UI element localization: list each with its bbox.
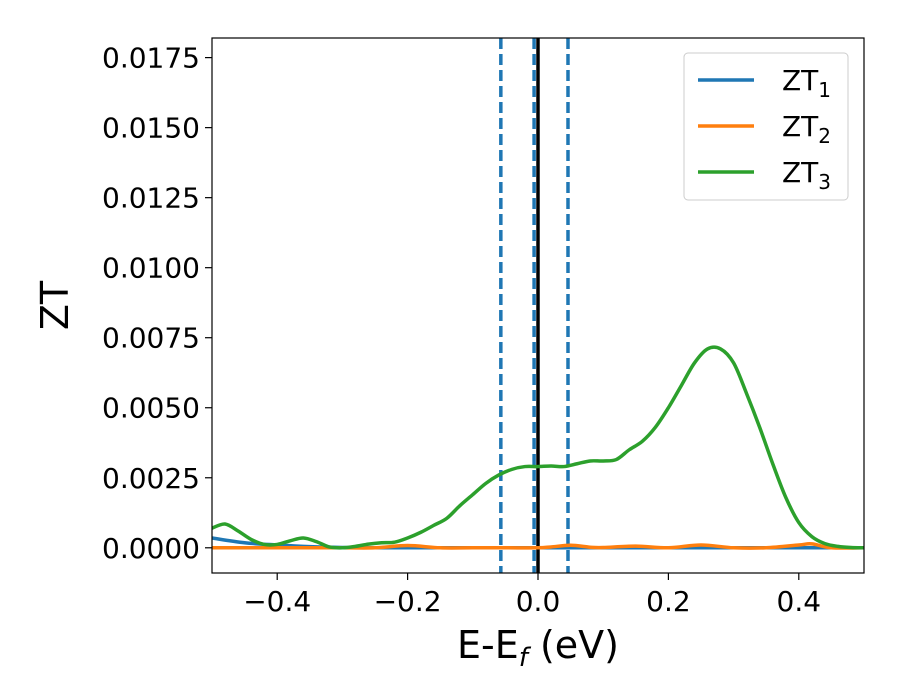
y-tick-label: 0.0025 [102, 462, 200, 495]
legend-entry-1: ZT1 [782, 64, 831, 102]
legend-entry-main: ZT [782, 110, 819, 143]
series-lines [212, 345, 864, 550]
x-tick-label: −0.4 [243, 585, 311, 618]
series-line-3 [212, 345, 864, 550]
y-tick-label: 0.0050 [102, 392, 200, 425]
x-tick-label: 0.4 [777, 585, 822, 618]
y-tick-label: 0.0000 [102, 532, 200, 565]
legend-entry-main: ZT [782, 156, 819, 189]
y-tick-label: 0.0150 [102, 112, 200, 145]
x-axis-label: E-Ef (eV) [457, 623, 619, 673]
legend-entry-2: ZT2 [782, 110, 831, 148]
x-axis-label-unit: (eV) [528, 623, 619, 667]
y-axis-ticks: 0.0000 0.0025 0.0050 0.0075 0.0100 0.0125 0.01… [102, 42, 212, 565]
legend-entry-sub: 2 [818, 124, 831, 148]
legend-entry-sub: 3 [818, 170, 831, 194]
y-tick-label: 0.0175 [102, 42, 200, 75]
y-tick-label: 0.0125 [102, 182, 200, 215]
legend-entry-3: ZT3 [782, 156, 831, 194]
legend-entry-main: ZT [782, 64, 819, 97]
x-axis-ticks: −0.4 −0.2 0.0 0.2 0.4 [243, 573, 821, 618]
legend-box [683, 52, 849, 201]
x-tick-label: 0.2 [646, 585, 691, 618]
y-tick-label: 0.0075 [102, 322, 200, 355]
legend-entry-sub: 1 [818, 78, 831, 102]
x-tick-label: −0.2 [374, 585, 442, 618]
y-tick-label: 0.0100 [102, 252, 200, 285]
x-tick-label: 0.0 [516, 585, 561, 618]
x-axis-label-main: E-E [457, 623, 519, 667]
y-axis-label: ZT [33, 280, 77, 330]
vertical-reference-lines [499, 38, 570, 573]
